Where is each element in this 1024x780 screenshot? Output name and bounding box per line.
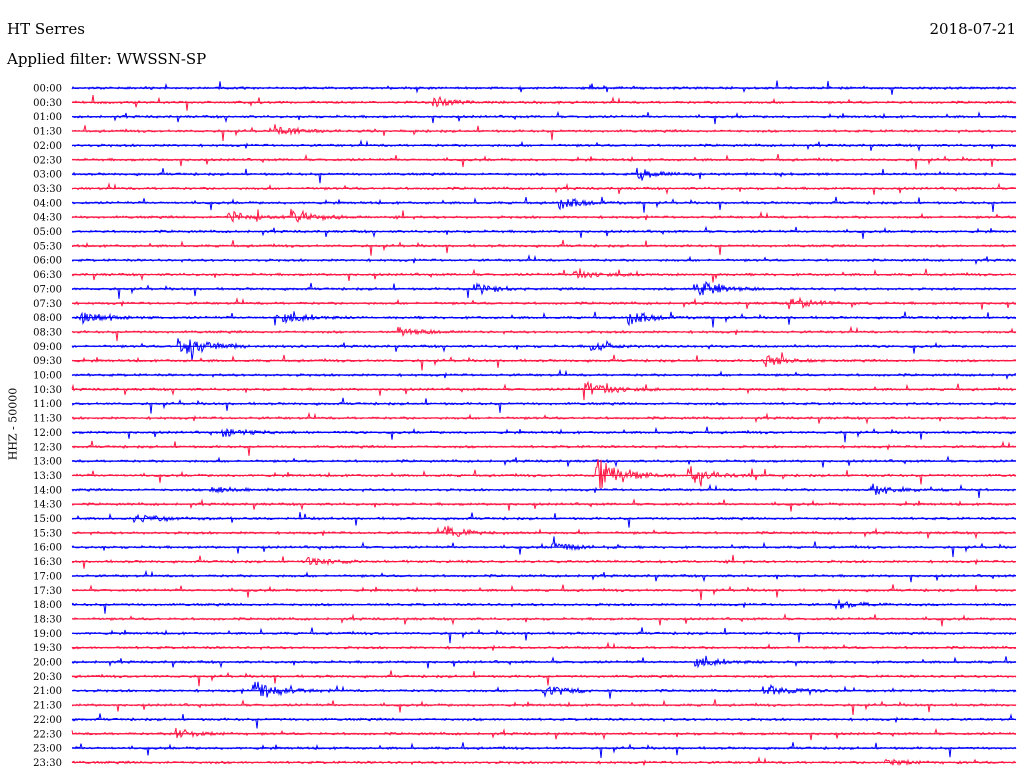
- row-time-label: 00:30: [33, 98, 62, 109]
- trace-line: [71, 512, 1017, 528]
- row-time-label: 16:00: [33, 543, 62, 554]
- row-time-label: 10:30: [33, 385, 62, 396]
- row-time-label: 08:30: [33, 327, 62, 338]
- filter-label: Applied filter: WWSSN-SP: [7, 50, 207, 68]
- trace-line: [71, 598, 1017, 614]
- trace-line: [71, 641, 1017, 651]
- row-time-label: 03:30: [33, 184, 62, 195]
- trace-line: [71, 196, 1017, 213]
- row-time-label: 06:00: [33, 256, 62, 267]
- row-time-label: 01:00: [33, 112, 62, 123]
- trace-line: [71, 280, 1017, 299]
- row-time-label: 07:30: [33, 299, 62, 310]
- row-time-label: 20:00: [33, 658, 62, 669]
- row-time-label: 02:00: [33, 141, 62, 152]
- row-time-label: 10:00: [33, 371, 62, 382]
- trace-line: [71, 426, 1017, 443]
- trace-line: [71, 670, 1017, 687]
- date-label: 2018-07-21: [929, 20, 1016, 38]
- trace-line: [71, 325, 1017, 342]
- row-time-label: 15:00: [33, 514, 62, 525]
- row-time-label: 13:30: [33, 471, 62, 482]
- trace-line: [71, 699, 1017, 715]
- row-time-label: 16:30: [33, 557, 62, 568]
- row-time-label: 09:00: [33, 342, 62, 353]
- row-time-label: 21:00: [33, 686, 62, 697]
- trace-line: [71, 569, 1017, 583]
- trace-line: [71, 756, 1017, 767]
- row-time-label: 15:30: [33, 528, 62, 539]
- row-time-label: 23:00: [33, 744, 62, 755]
- row-time-label: 19:30: [33, 643, 62, 654]
- trace-line: [71, 498, 1017, 512]
- row-time-label: 02:30: [33, 155, 62, 166]
- trace-line: [71, 296, 1017, 310]
- trace-line: [71, 584, 1017, 601]
- station-title: HT Serres: [7, 20, 85, 38]
- row-time-label: 04:30: [33, 213, 62, 224]
- trace-line: [71, 459, 1017, 489]
- trace-line: [71, 167, 1017, 184]
- row-time-label: 03:00: [33, 170, 62, 181]
- row-time-label: 13:00: [33, 457, 62, 468]
- trace-line: [71, 208, 1017, 224]
- row-time-label: 21:30: [33, 701, 62, 712]
- trace-line: [71, 397, 1017, 414]
- trace-line: [71, 153, 1017, 170]
- row-time-label: 22:00: [33, 715, 62, 726]
- row-time-label: 07:00: [33, 284, 62, 295]
- trace-line: [71, 455, 1017, 468]
- trace-line: [71, 311, 1017, 328]
- trace-line: [71, 380, 1017, 401]
- row-time-label: 12:30: [33, 442, 62, 453]
- trace-line: [71, 124, 1017, 141]
- trace-line: [71, 110, 1017, 125]
- trace-line: [71, 525, 1017, 540]
- trace-line: [71, 742, 1017, 759]
- row-time-label: 20:30: [33, 672, 62, 683]
- row-time-label: 01:30: [33, 127, 62, 138]
- trace-line: [71, 613, 1017, 627]
- row-time-label: 05:00: [33, 227, 62, 238]
- trace-line: [71, 268, 1017, 283]
- trace-line: [72, 239, 1017, 256]
- row-time-label: 18:30: [33, 614, 62, 625]
- row-time-label: 00:00: [33, 84, 62, 95]
- row-time-label: 09:30: [33, 356, 62, 367]
- row-time-label: 05:30: [33, 241, 62, 252]
- trace-line: [71, 352, 1017, 371]
- trace-line: [71, 225, 1017, 239]
- row-time-label: 08:00: [33, 313, 62, 324]
- row-time-label: 17:30: [33, 586, 62, 597]
- row-time-label: 12:00: [33, 428, 62, 439]
- trace-line: [71, 338, 1017, 361]
- row-time-label: 17:00: [33, 571, 62, 582]
- trace-line: [71, 440, 1017, 456]
- row-time-label: 04:00: [33, 198, 62, 209]
- row-time-label: 14:00: [33, 485, 62, 496]
- row-time-label: 19:00: [33, 629, 62, 640]
- trace-line: [71, 627, 1017, 644]
- row-time-label: 23:30: [33, 758, 62, 769]
- row-time-label: 11:00: [33, 399, 62, 410]
- trace-line: [71, 182, 1017, 195]
- row-time-label: 18:00: [33, 600, 62, 611]
- row-time-label: 06:30: [33, 270, 62, 281]
- trace-line: [71, 483, 1017, 498]
- row-time-label: 22:30: [33, 729, 62, 740]
- row-time-label: 14:30: [33, 500, 62, 511]
- row-time-label: 11:30: [33, 414, 62, 425]
- trace-line: [71, 713, 1017, 729]
